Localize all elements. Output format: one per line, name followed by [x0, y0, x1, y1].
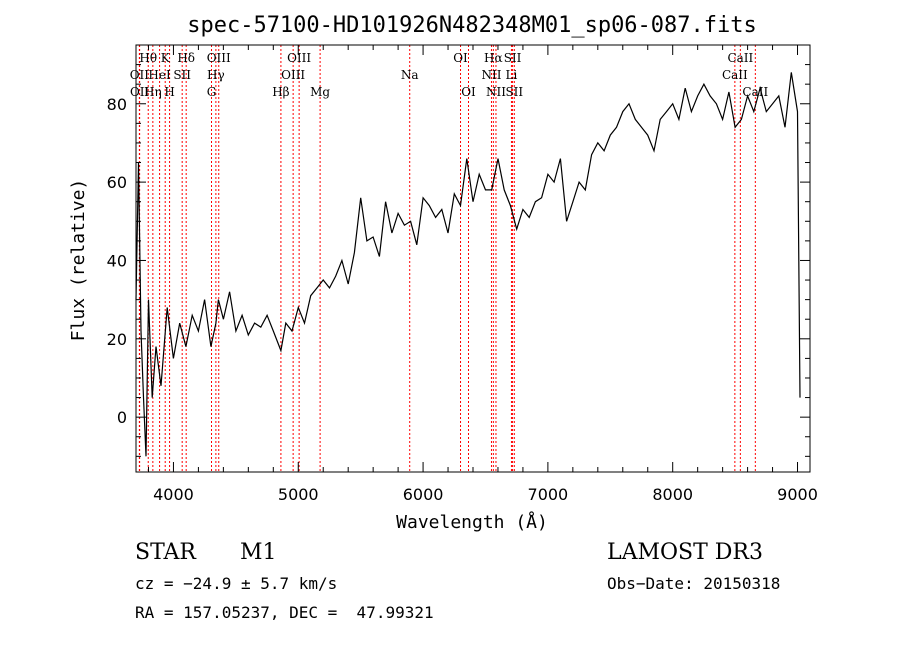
spectral-line-label: Hθ: [139, 51, 157, 65]
y-tick-label: 20: [107, 330, 127, 349]
spectral-line-label: G: [207, 85, 217, 99]
spectral-line-label: HeI: [148, 68, 171, 82]
x-tick-label: 7000: [528, 485, 569, 504]
plot-frame: [135, 44, 811, 473]
spectral-line-label: NII: [486, 85, 506, 99]
x-tick-label: 8000: [652, 485, 693, 504]
y-axis-label: Flux (relative): [68, 179, 89, 342]
survey-name: LAMOST DR3: [607, 540, 763, 565]
spectral-line-label: CaII: [742, 85, 768, 99]
y-tick-label: 60: [107, 173, 127, 192]
coordinates-text: RA = 157.05237, DEC = 47.99321: [135, 603, 434, 622]
spectral-line-label: NII: [481, 68, 501, 82]
y-tick-label: 0: [117, 408, 127, 427]
x-axis-ticks: 4000 5000 6000 7000 8000 9000: [147, 45, 818, 504]
spectral-line-label: OII: [130, 68, 150, 82]
spectral-line-label: SII: [504, 51, 522, 65]
object-class: STAR: [135, 540, 196, 565]
spectral-line-label: OIII: [287, 51, 311, 65]
spectral-line-label: H: [164, 85, 174, 99]
spectral-line-label: SII: [505, 85, 523, 99]
spectral-line-label: OI: [461, 85, 476, 99]
x-tick-label: 9000: [777, 485, 818, 504]
spectral-line-label: Hβ: [272, 85, 289, 99]
spectral-line-label: Hγ: [207, 68, 225, 82]
object-subclass: M1: [240, 540, 277, 565]
spectral-line-label: SII: [173, 68, 191, 82]
spectrum-line: [135, 72, 801, 457]
spectral-line-label: OII: [130, 85, 150, 99]
spectral-line-label: CaII: [727, 51, 753, 65]
obs-date-text: Obs−Date: 20150318: [607, 574, 781, 593]
spectral-line-label: OI: [453, 51, 468, 65]
chart-title: spec-57100-HD101926N482348M01_sp06-087.f…: [187, 13, 757, 38]
spectral-line-label: Hα: [484, 51, 503, 65]
y-tick-label: 80: [107, 95, 127, 114]
x-axis-label: Wavelength (Å): [396, 511, 548, 533]
x-tick-label: 4000: [153, 485, 194, 504]
spectral-line-label: CaII: [722, 68, 748, 82]
spectral-line-label: OIII: [281, 68, 305, 82]
x-tick-label: 5000: [278, 485, 319, 504]
spectral-line-label: K: [161, 51, 171, 65]
spectral-lines: [138, 45, 756, 472]
spectral-line-label: OIII: [207, 51, 231, 65]
spectral-line-label: Li: [506, 68, 518, 82]
spectral-line-label: Na: [401, 68, 419, 82]
x-tick-label: 6000: [403, 485, 444, 504]
y-tick-label: 40: [107, 251, 127, 270]
y-axis-ticks: 0 20 40 60 80: [107, 64, 810, 457]
spectral-line-label: Hη: [144, 85, 162, 99]
spectral-line-label: Hδ: [177, 51, 195, 65]
redshift-text: cz = −24.9 ± 5.7 km/s: [135, 574, 338, 593]
spectral-line-label: Mg: [310, 85, 330, 99]
